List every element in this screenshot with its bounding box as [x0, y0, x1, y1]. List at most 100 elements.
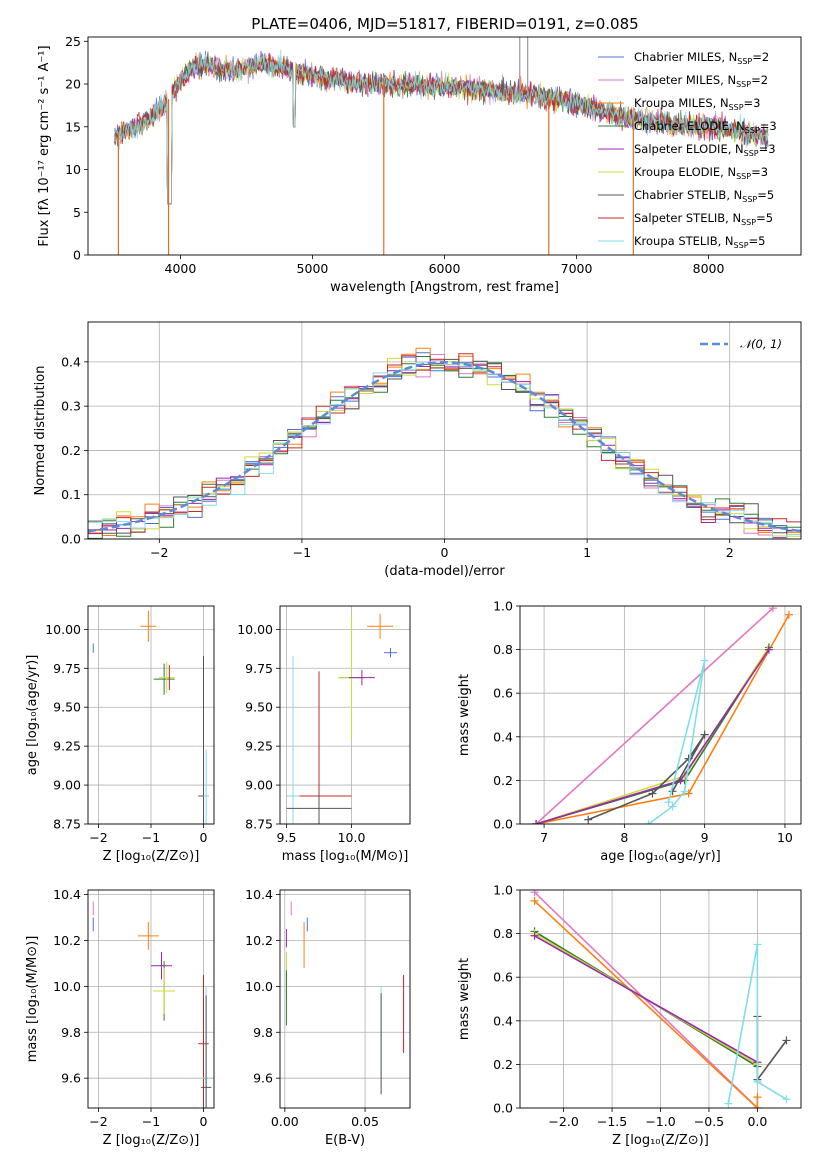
- errorbar-point: [286, 792, 352, 824]
- x-axis-label: wavelength [Angstrom, rest frame]: [330, 280, 559, 295]
- errorbar-point: [384, 648, 397, 658]
- y-tick-label: 0.0: [493, 1101, 513, 1116]
- x-tick-label: 10: [777, 830, 793, 845]
- x-axis-label: age [log₁₀(age/yr)]: [600, 849, 721, 864]
- panel-spectrum: 4000 5000 6000 7000 8000 0 5 10 15 20 25 wavelength…: [37, 34, 802, 295]
- x-tick-label: −1: [293, 545, 311, 560]
- y-tick-label: 9.75: [245, 661, 273, 676]
- axes-frame: [519, 605, 802, 825]
- weight-series: [753, 1012, 791, 1084]
- errorbar-point: [198, 974, 209, 1108]
- x-axis-label: Z [log₁₀(Z/Z⊙)]: [103, 849, 200, 864]
- axes-frame: [519, 889, 802, 1109]
- weight-line: [535, 607, 774, 824]
- weight-marker: [782, 1036, 791, 1045]
- y-axis-label: mass [log₁₀(M/M⊙)]: [25, 936, 40, 1063]
- errorbar-point: [200, 995, 212, 1108]
- legend-tail: =3: [759, 142, 776, 156]
- legend-label: Kroupa MILES, NSSP=3: [634, 96, 760, 112]
- legend-tail: =3: [751, 165, 768, 179]
- weight-marker: [684, 789, 693, 798]
- x-tick-label: 2: [726, 545, 734, 560]
- y-tick-label: 0.2: [493, 1057, 513, 1072]
- legend-entry: Salpeter STELIB, NSSP=5: [598, 211, 773, 227]
- legend-label: Salpeter ELODIE, NSSP=3: [634, 142, 776, 158]
- y-tick-label: 10.00: [45, 622, 81, 637]
- y-tick-label: 8.75: [245, 817, 273, 832]
- y-tick-label: 10.4: [245, 887, 273, 902]
- legend-tail: =3: [760, 119, 777, 133]
- y-axis-label: Flux [fλ 10⁻¹⁷ erg cm⁻² s⁻¹ A⁻¹]: [37, 45, 52, 246]
- legend-label: Kroupa ELODIE, NSSP=3: [634, 165, 768, 181]
- legend-entry: Salpeter MILES, NSSP=2: [598, 73, 768, 89]
- weight-marker: [530, 931, 539, 940]
- y-tick-label: 9.6: [61, 1071, 81, 1086]
- y-tick-label: 9.8: [61, 1025, 81, 1040]
- weight-marker: [664, 798, 673, 807]
- plot-area: [92, 901, 212, 1108]
- weight-marker: [668, 802, 677, 811]
- y-tick-label: 0.2: [61, 443, 81, 458]
- weight-marker: [753, 940, 762, 949]
- x-tick-label: 0: [200, 1114, 208, 1129]
- x-tick-label: 5000: [297, 261, 329, 276]
- legend-label: Chabrier STELIB, NSSP=5: [634, 188, 774, 204]
- x-axis-label: E(B-V): [325, 1133, 365, 1148]
- weight-line: [534, 935, 758, 1063]
- x-tick-label: −1.0: [645, 1114, 675, 1129]
- legend-tail: =5: [749, 234, 766, 248]
- errorbar-point: [140, 610, 157, 642]
- y-tick-label: 0.0: [493, 817, 513, 832]
- x-tick-label: −1.5: [597, 1114, 627, 1129]
- errorbar-point: [286, 655, 300, 824]
- weight-marker: [768, 606, 777, 613]
- weight-line: [533, 891, 758, 1108]
- y-tick-label: 0.0: [61, 532, 81, 547]
- legend-entry: Chabrier MILES, NSSP=2: [598, 50, 769, 66]
- x-axis-label: (data-model)/error: [384, 564, 505, 579]
- weight-line: [533, 900, 759, 1108]
- panel-mass-vs-ebv: 0.00 0.05 9.6 9.8 10.0 10.2 10.4 E(B-V): [245, 887, 411, 1148]
- weight-marker: [753, 1104, 762, 1108]
- y-tick-label: 9.25: [53, 739, 81, 754]
- y-tick-label: 0.4: [493, 729, 513, 744]
- weight-series: [530, 890, 762, 1108]
- x-tick-label: 1: [583, 545, 591, 560]
- weight-line: [535, 646, 770, 824]
- legend-subscript: SSP: [745, 126, 760, 135]
- weight-marker: [700, 730, 709, 739]
- legend-subscript: SSP: [729, 103, 744, 112]
- x-tick-label: 0.00: [271, 1114, 299, 1129]
- y-tick-label: 0.4: [493, 1013, 513, 1028]
- panel-weight-vs-Z: −2.0 −1.5 −1.0 −0.5 0.0 0.0 0.2 0.4 0.6 0.8 1.0 Z […: [457, 883, 802, 1148]
- legend-label: Salpeter MILES, NSSP=2: [634, 73, 768, 89]
- x-tick-label: 10.0: [338, 830, 366, 845]
- plot-area: [114, 37, 769, 255]
- y-tick-label: 0.4: [61, 354, 81, 369]
- legend-subscript: SSP: [742, 195, 757, 204]
- legend-subscript: SSP: [734, 241, 749, 250]
- y-tick-label: 10.2: [53, 933, 81, 948]
- plot-area: [88, 347, 801, 539]
- y-tick-label: 15: [65, 119, 81, 134]
- weight-series: [530, 896, 762, 1108]
- y-tick-label: 8.75: [53, 817, 81, 832]
- x-tick-label: −2: [89, 830, 107, 845]
- y-tick-label: 9.50: [245, 700, 273, 715]
- legend-tail: =5: [757, 188, 774, 202]
- y-tick-label: 0.6: [493, 686, 513, 701]
- y-tick-label: 0.8: [493, 926, 513, 941]
- errorbar-point: [203, 749, 209, 824]
- x-tick-label: 0.0: [747, 1114, 767, 1129]
- y-axis-label: mass weight: [457, 674, 472, 756]
- legend-label: Chabrier ELODIE, NSSP=3: [634, 119, 777, 135]
- y-tick-label: 10.0: [53, 979, 81, 994]
- legend-tail: =2: [751, 73, 768, 87]
- x-tick-label: −0.5: [694, 1114, 724, 1129]
- legend-entry: Kroupa STELIB, NSSP=5: [598, 234, 765, 250]
- legend-label: Chabrier MILES, NSSP=2: [634, 50, 769, 66]
- y-tick-label: 1.0: [493, 883, 513, 898]
- y-tick-label: 9.50: [53, 700, 81, 715]
- weight-series: [584, 730, 709, 824]
- legend-label: Salpeter STELIB, NSSP=5: [634, 211, 773, 227]
